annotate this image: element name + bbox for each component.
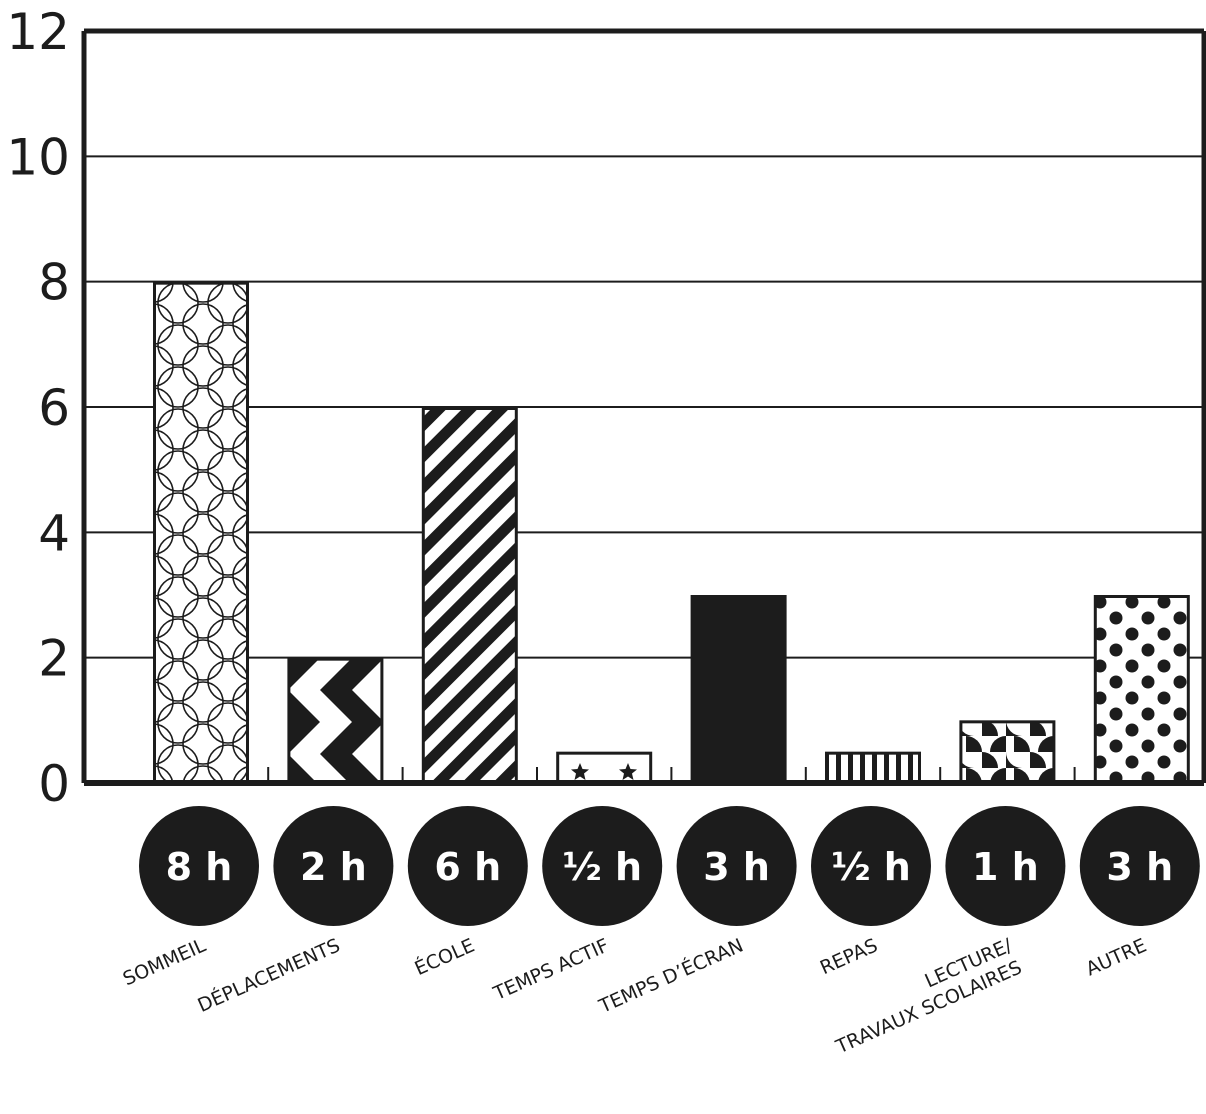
category-label-line: DÉPLACEMENTS: [194, 934, 343, 1017]
bars: [153, 281, 1190, 785]
value-badge: [945, 806, 1066, 926]
value-badges: 8 h 2 h 6 h ½ h 3 h ½ h 1 h 3 h: [139, 806, 1200, 926]
category-label-line: REPAS: [817, 934, 881, 979]
value-label: 3 h: [1106, 845, 1173, 889]
value-badge: [542, 806, 663, 926]
bar-2: [287, 657, 384, 785]
y-tick-label: 2: [38, 630, 70, 688]
y-tick-label: 8: [38, 254, 70, 312]
value-label: 6 h: [434, 845, 501, 889]
value-badge: [1079, 806, 1200, 926]
value-label: 3 h: [703, 845, 770, 889]
y-tick-label: 0: [38, 755, 70, 813]
category-label-line: ÉCOLE: [411, 934, 478, 981]
value-badge: [407, 806, 528, 926]
value-label: 2 h: [300, 845, 367, 889]
plot-frame: [81, 28, 1206, 786]
value-label: 8 h: [166, 845, 233, 889]
y-tick-label: 4: [38, 504, 70, 562]
value-label: ½ h: [831, 845, 911, 889]
category-label-line: AUTRE: [1083, 934, 1150, 980]
gridlines: [84, 155, 1204, 659]
y-axis: 0 2 4 6 8 10 12: [6, 3, 70, 813]
value-badge: [676, 806, 797, 926]
bar-8: [1093, 595, 1190, 785]
category-label: SOMMEIL: [120, 934, 210, 990]
y-tick-label: 10: [6, 128, 70, 186]
y-tick-label: 12: [6, 3, 70, 61]
bar-7: [959, 720, 1056, 785]
value-label: 1 h: [972, 845, 1039, 889]
bar-1: [153, 281, 249, 785]
category-label: ÉCOLE: [411, 934, 478, 981]
bar-4: [556, 751, 653, 785]
bar-6: [825, 751, 921, 785]
category-label-line: TEMPS ACTIF: [489, 934, 612, 1005]
category-label: REPAS: [817, 934, 881, 979]
value-label: ½ h: [562, 845, 642, 889]
value-badge: [811, 806, 931, 926]
category-label: TEMPS D’ÉCRAN: [595, 934, 747, 1019]
value-badge: [273, 806, 394, 926]
category-label: DÉPLACEMENTS: [194, 934, 343, 1017]
bar-3: [421, 407, 518, 785]
bar-5: [690, 595, 787, 785]
category-label-line: SOMMEIL: [120, 934, 210, 990]
value-badge: [139, 806, 259, 926]
y-tick-label: 6: [38, 379, 70, 437]
category-label: TEMPS ACTIF: [489, 934, 612, 1005]
category-label-line: TEMPS D’ÉCRAN: [595, 934, 747, 1019]
category-label: AUTRE: [1083, 934, 1150, 980]
